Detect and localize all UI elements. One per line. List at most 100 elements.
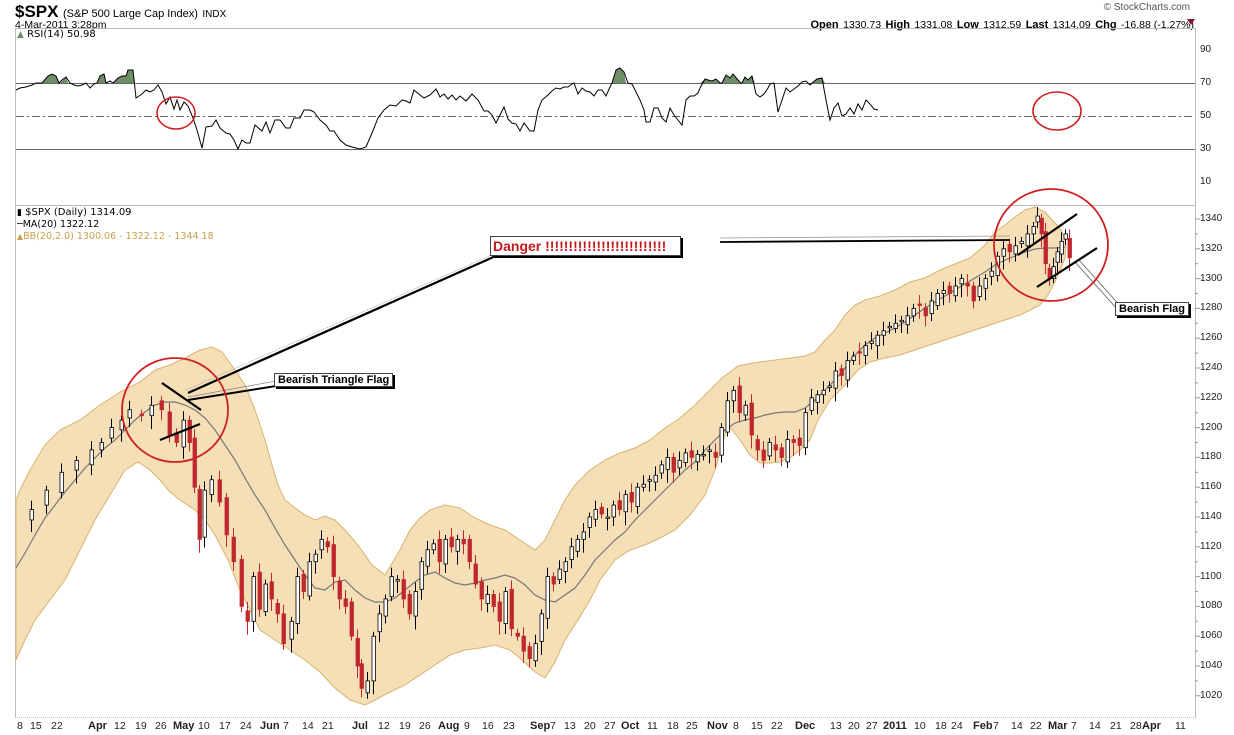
x-tick-label: 10 xyxy=(914,720,926,732)
x-tick-label: 19 xyxy=(135,720,147,732)
x-tick-label: May xyxy=(173,720,195,732)
x-tick-label: Jul xyxy=(352,720,368,732)
x-tick-label: 18 xyxy=(667,720,679,732)
candlestick-icon: ▮ xyxy=(17,208,22,218)
rsi-overbought-fill xyxy=(42,68,825,83)
x-tick-label: 20 xyxy=(584,720,596,732)
x-tick-label: 27 xyxy=(866,720,878,732)
rsi-tick-label: 50 xyxy=(1200,110,1212,121)
price-legend-text: $SPX (Daily) 1314.09 xyxy=(25,207,132,218)
x-tick-label: 12 xyxy=(378,720,390,732)
x-tick-label: 26 xyxy=(419,720,431,732)
x-tick-label: 18 xyxy=(935,720,947,732)
mountain-icon: ▲ xyxy=(17,30,24,40)
rsi-legend-text: RSI(14) 50.98 xyxy=(27,29,96,40)
bearish-flag-callout-lines xyxy=(1074,259,1123,311)
x-tick-label: 13 xyxy=(564,720,576,732)
x-tick-label: Apr xyxy=(1142,720,1161,732)
x-tick-label: 22 xyxy=(771,720,783,732)
x-tick-label: 22 xyxy=(51,720,63,732)
x-tick-label: Oct xyxy=(621,720,640,732)
x-tick-label: Feb xyxy=(973,720,993,732)
x-tick-label: Dec xyxy=(795,720,816,732)
rsi-tick-label: 30 xyxy=(1200,143,1212,154)
rsi-tick-label: 10 xyxy=(1200,176,1212,187)
x-tick-label: 7 xyxy=(550,720,556,732)
x-tick-label: 23 xyxy=(503,720,515,732)
bb-legend-text: BB(20,2.0) 1300.06 - 1322.12 - 1344.18 xyxy=(23,231,214,242)
symbol: $SPX xyxy=(15,2,59,21)
rsi-tick-label: 70 xyxy=(1200,77,1212,88)
x-tick-label: 13 xyxy=(830,720,842,732)
price-tick-label: 1320 xyxy=(1200,242,1223,254)
x-tick-label: 16 xyxy=(482,720,494,732)
rsi-circle-may xyxy=(156,96,196,130)
price-tick-label: 1020 xyxy=(1200,689,1223,701)
price-tick-label: 1220 xyxy=(1200,391,1223,403)
x-tick-label: 19 xyxy=(399,720,411,732)
price-tick-label: 1080 xyxy=(1200,600,1223,612)
symbol-name: (S&P 500 Large Cap Index) xyxy=(62,8,198,20)
price-tick-label: 1160 xyxy=(1200,481,1222,493)
x-tick-label: 2011 xyxy=(883,720,907,732)
price-tick-label: 1300 xyxy=(1200,272,1223,284)
x-tick-label: 15 xyxy=(751,720,763,732)
price-tick-label: 1280 xyxy=(1200,302,1223,314)
x-tick-label: 24 xyxy=(951,720,963,732)
price-tick-label: 1060 xyxy=(1200,630,1223,642)
x-tick-label: 27 xyxy=(604,720,616,732)
x-tick-label: 11 xyxy=(647,720,658,732)
price-tick-label: 1200 xyxy=(1200,421,1223,433)
x-tick-label: Nov xyxy=(707,720,728,732)
rsi-line xyxy=(15,67,879,151)
x-tick-label: Sep xyxy=(530,720,551,732)
x-tick-label: 7 xyxy=(993,720,999,732)
x-tick-label: 7 xyxy=(1071,720,1077,732)
chart-title: $SPX (S&P 500 Large Cap Index) INDX xyxy=(15,2,226,22)
x-tick-label: 20 xyxy=(848,720,860,732)
x-tick-label: Apr xyxy=(88,720,107,732)
x-tick-label: 15 xyxy=(30,720,42,732)
price-tick-label: 1340 xyxy=(1200,213,1223,224)
rsi-circle-mar xyxy=(1032,91,1082,131)
x-tick-label: Jun xyxy=(260,720,280,732)
x-tick-label: Aug xyxy=(438,720,460,732)
x-tick-label: 9 xyxy=(464,720,470,732)
triangle-flag-annotation: Bearish Triangle Flag xyxy=(274,373,394,387)
price-tick-label: 1240 xyxy=(1200,362,1223,373)
x-tick-label: 8 xyxy=(17,720,23,732)
line-icon: ─ xyxy=(17,219,23,230)
price-tick-label: 1260 xyxy=(1200,332,1223,344)
x-tick-label: 26 xyxy=(155,720,167,732)
price-tick-label: 1120 xyxy=(1200,540,1222,552)
ma-legend-text: MA(20) 1322.12 xyxy=(22,219,100,230)
x-tick-label: 11 xyxy=(1175,720,1186,732)
x-tick-label: 28 xyxy=(1130,720,1142,732)
flag-trendlines xyxy=(159,213,1098,442)
x-tick-label: 21 xyxy=(322,720,334,732)
x-tick-label: 14 xyxy=(1089,720,1101,732)
price-circle-may xyxy=(121,357,229,463)
danger-callout-lines xyxy=(185,235,1011,395)
danger-annotation: Danger !!!!!!!!!!!!!!!!!!!!!!!!!! xyxy=(490,236,682,256)
x-tick-label: 7 xyxy=(283,720,289,732)
bearish-flag-annotation: Bearish Flag xyxy=(1115,302,1190,316)
rsi-legend: ▲ RSI(14) 50.98 xyxy=(17,29,96,40)
watermark: © StockCharts.com xyxy=(1103,2,1190,13)
x-tick-label: 8 xyxy=(733,720,739,732)
mountain-icon: ▲ xyxy=(17,232,24,241)
x-tick-label: 24 xyxy=(240,720,252,732)
x-tick-label: 10 xyxy=(198,720,210,732)
price-circle-mar xyxy=(993,188,1109,302)
x-tick-label: 25 xyxy=(686,720,698,732)
price-tick-label: 1040 xyxy=(1200,660,1223,671)
price-tick-label: 1180 xyxy=(1200,451,1222,463)
x-tick-label: 17 xyxy=(219,720,231,732)
x-tick-label: 14 xyxy=(302,720,314,732)
triangle-flag-callout-lines xyxy=(187,380,277,401)
x-tick-label: 12 xyxy=(114,720,126,732)
x-tick-label: Mar xyxy=(1048,720,1068,732)
x-tick-label: 22 xyxy=(1030,720,1042,732)
down-triangle-icon xyxy=(1187,19,1195,25)
